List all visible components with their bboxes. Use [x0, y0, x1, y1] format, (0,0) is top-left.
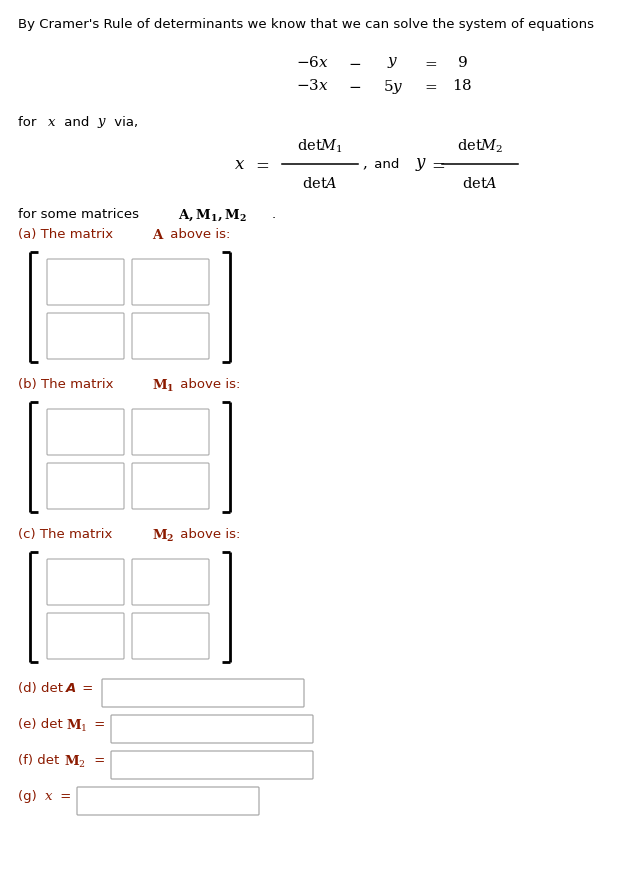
Text: $\mathrm{det}A$: $\mathrm{det}A$: [462, 177, 498, 191]
Text: $5y$: $5y$: [383, 78, 403, 96]
Text: $\mathbf{M}_2$: $\mathbf{M}_2$: [64, 754, 86, 770]
Text: $=$: $=$: [422, 78, 438, 93]
Text: =: =: [90, 718, 105, 731]
Text: $-6x$: $-6x$: [296, 55, 328, 70]
FancyBboxPatch shape: [102, 679, 304, 707]
Text: and: and: [60, 116, 94, 129]
Text: (b) The matrix: (b) The matrix: [18, 378, 118, 391]
Text: above is:: above is:: [176, 378, 240, 391]
Text: $,$: $,$: [362, 156, 368, 171]
Text: =: =: [56, 790, 71, 803]
Text: $\mathbf{M_2}$: $\mathbf{M_2}$: [152, 528, 174, 545]
Text: $x$: $x$: [47, 116, 56, 129]
FancyBboxPatch shape: [132, 463, 209, 509]
Text: $=$: $=$: [252, 155, 270, 173]
Text: and: and: [370, 157, 404, 170]
FancyBboxPatch shape: [132, 313, 209, 359]
FancyBboxPatch shape: [77, 787, 259, 815]
Text: above is:: above is:: [166, 228, 230, 241]
Text: $=$: $=$: [422, 55, 438, 70]
Text: (g): (g): [18, 790, 41, 803]
Text: above is:: above is:: [176, 528, 240, 541]
Text: for: for: [18, 116, 41, 129]
Text: By Cramer's Rule of determinants we know that we can solve the system of equatio: By Cramer's Rule of determinants we know…: [18, 18, 594, 31]
Text: $\mathrm{det}M_1$: $\mathrm{det}M_1$: [297, 137, 343, 155]
Text: $y$: $y$: [97, 116, 107, 130]
Text: $\mathbf{M}_1$: $\mathbf{M}_1$: [66, 718, 87, 734]
FancyBboxPatch shape: [132, 559, 209, 605]
FancyBboxPatch shape: [132, 613, 209, 659]
Text: $x$: $x$: [234, 155, 245, 173]
Text: (d) det: (d) det: [18, 682, 63, 695]
FancyBboxPatch shape: [111, 715, 313, 743]
Text: $\mathbf{A, M_1, M_2}$: $\mathbf{A, M_1, M_2}$: [178, 208, 246, 224]
FancyBboxPatch shape: [111, 751, 313, 779]
Text: $=$: $=$: [428, 155, 446, 173]
FancyBboxPatch shape: [132, 259, 209, 305]
Text: $-$: $-$: [348, 55, 361, 70]
FancyBboxPatch shape: [47, 313, 124, 359]
Text: $y$: $y$: [388, 55, 399, 70]
Text: $x$: $x$: [44, 790, 53, 803]
Text: $\mathbf{M_1}$: $\mathbf{M_1}$: [152, 378, 174, 394]
FancyBboxPatch shape: [47, 409, 124, 455]
Text: via,: via,: [110, 116, 138, 129]
FancyBboxPatch shape: [47, 259, 124, 305]
Text: $\mathrm{det}M_2$: $\mathrm{det}M_2$: [457, 137, 503, 155]
FancyBboxPatch shape: [47, 559, 124, 605]
Text: $\mathbf{A}$: $\mathbf{A}$: [152, 228, 165, 242]
Text: $-3x$: $-3x$: [296, 78, 328, 93]
Text: $y$: $y$: [415, 155, 427, 173]
FancyBboxPatch shape: [132, 409, 209, 455]
Text: $18$: $18$: [452, 78, 472, 93]
Text: =: =: [78, 682, 93, 695]
Text: (e) det: (e) det: [18, 718, 63, 731]
Text: =: =: [90, 754, 105, 767]
Text: $9$: $9$: [457, 55, 467, 70]
FancyBboxPatch shape: [47, 463, 124, 509]
Text: (a) The matrix: (a) The matrix: [18, 228, 117, 241]
Text: (f) det: (f) det: [18, 754, 59, 767]
Text: $\mathrm{det}A$: $\mathrm{det}A$: [302, 177, 338, 191]
Text: A: A: [66, 682, 76, 695]
Text: .: .: [272, 208, 276, 221]
Text: $-$: $-$: [348, 78, 361, 93]
Text: for some matrices: for some matrices: [18, 208, 144, 221]
Text: (c) The matrix: (c) The matrix: [18, 528, 117, 541]
FancyBboxPatch shape: [47, 613, 124, 659]
